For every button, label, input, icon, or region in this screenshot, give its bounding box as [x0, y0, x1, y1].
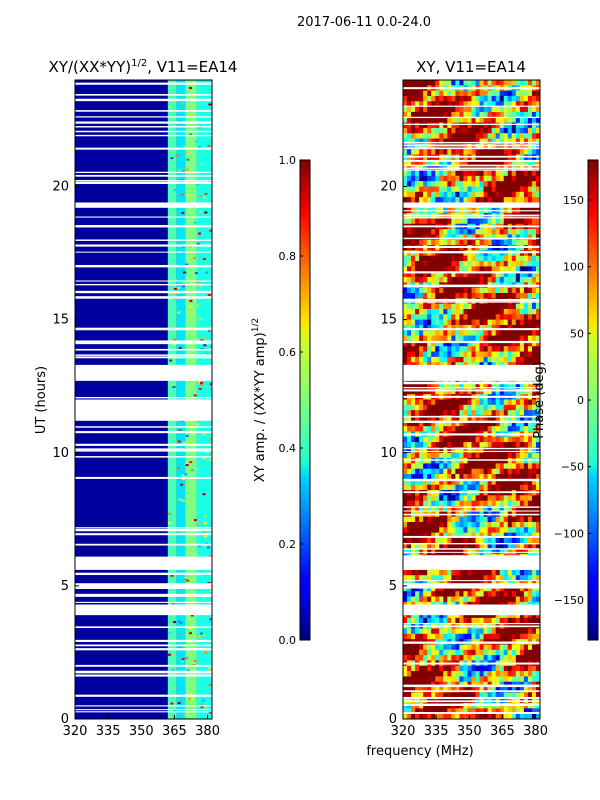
shared-xlabel: frequency (MHz): [366, 744, 473, 759]
amplitude-xtick-label-3: 365: [162, 724, 187, 739]
phase-cbtick-label-3: 0: [577, 394, 584, 407]
phase-xtick-label-3: 365: [490, 724, 515, 739]
amplitude-ytick-label-4: 20: [52, 180, 69, 195]
amplitude-colorbar-label-sup: 1/2: [251, 318, 261, 332]
amplitude-axes-frame: [74, 79, 213, 720]
amplitude-flagged-0: [75, 604, 212, 616]
amplitude-flagged-5: [75, 202, 212, 208]
phase-xtick-label-0: 320: [391, 724, 416, 739]
phase-flagged-4: [403, 202, 540, 208]
amplitude-panel: XY/(XX*YY)1/2, V11=EA14 320 335 350 365 380 0…: [34, 58, 237, 739]
amplitude-cbtick-label-0: 0.0: [279, 634, 297, 647]
amplitude-cbtick-label-3: 0.6: [279, 346, 297, 359]
phase-flagged-2: [403, 556, 540, 570]
amplitude-panel-title: XY/(XX*YY)1/2, V11=EA14: [49, 58, 238, 76]
phase-xtick-label-1: 335: [424, 724, 449, 739]
phase-panel-title: XY, V11=EA14: [416, 58, 526, 76]
phase-cbtick-label-4: −50: [561, 461, 584, 474]
amplitude-title-main: XY/(XX*YY): [49, 58, 132, 76]
amplitude-heatmap: [75, 80, 212, 719]
amplitude-xtick-label-2: 350: [129, 724, 154, 739]
amplitude-xtick-label-0: 320: [63, 724, 88, 739]
phase-cbtick-label-0: 150: [563, 194, 584, 207]
amplitude-colorbar-gradient: [299, 159, 311, 641]
phase-colorbar-label: Phase (deg): [532, 361, 547, 439]
phase-ytick-label-3: 15: [380, 313, 397, 328]
phase-colorbar: 150 100 50 0 −50 −100 −150 Phase (deg): [532, 159, 599, 641]
phase-cbtick-label-5: −100: [554, 527, 584, 540]
phase-heatmap: [403, 80, 540, 719]
amplitude-ticks: 320 335 350 365 380 0 5 10 15 20: [52, 180, 220, 740]
amplitude-colorbar-label: XY amp. / (XX*YY amp)1/2: [251, 318, 268, 482]
amplitude-title-tail: , V11=EA14: [147, 58, 237, 76]
phase-panel: XY, V11=EA14 320 335 350 365 380 0 5 10 15 20: [380, 58, 548, 739]
amplitude-cbtick-label-5: 1.0: [279, 154, 297, 167]
phase-cbtick-label-2: 50: [570, 327, 584, 340]
amplitude-ytick-label-2: 10: [52, 446, 69, 461]
amplitude-cbtick-label-2: 0.4: [279, 442, 297, 455]
amplitude-colorbar: 0.0 0.2 0.4 0.6 0.8 1.0 XY amp. / (XX*YY amp)…: [251, 154, 311, 647]
phase-flagged-3: [403, 364, 540, 381]
phase-ytick-label-2: 10: [380, 446, 397, 461]
phase-ytick-label-1: 5: [389, 579, 397, 594]
phase-ticks: 320 335 350 365 380 0 5 10 15 20: [380, 180, 548, 740]
amplitude-flagged-4: [75, 364, 212, 381]
amplitude-ytick-label-1: 5: [61, 579, 69, 594]
amplitude-cbtick-label-4: 0.8: [279, 250, 297, 263]
amplitude-xtick-label-1: 335: [96, 724, 121, 739]
amplitude-colorbar-ticks: 0.0 0.2 0.4 0.6 0.8 1.0: [279, 154, 303, 647]
amplitude-flagged-2: [75, 556, 212, 570]
amplitude-ytick-label-3: 15: [52, 313, 69, 328]
amplitude-ylabel: UT (hours): [34, 366, 49, 434]
phase-flagged-0: [403, 604, 540, 616]
amplitude-flagged-1: [75, 583, 212, 589]
phase-ytick-label-4: 20: [380, 180, 397, 195]
phase-ytick-label-0: 0: [389, 712, 397, 727]
amplitude-flagged-3: [75, 399, 212, 421]
amplitude-cbtick-label-1: 0.2: [279, 538, 297, 551]
amplitude-xtick-label-4: 380: [195, 724, 220, 739]
phase-colorbar-ticks: 150 100 50 0 −50 −100 −150: [554, 194, 591, 607]
phase-cbtick-label-6: −150: [554, 594, 584, 607]
phase-xtick-label-4: 380: [523, 724, 548, 739]
phase-cbtick-label-1: 100: [563, 261, 584, 274]
figure-suptitle: 2017-06-11 0.0-24.0: [297, 15, 431, 30]
amplitude-ytick-label-0: 0: [61, 712, 69, 727]
amplitude-colorbar-label-main: XY amp. / (XX*YY amp): [253, 332, 268, 482]
phase-xtick-label-2: 350: [457, 724, 482, 739]
phase-flagged-1: [403, 583, 540, 589]
amplitude-title-sup: 1/2: [131, 58, 147, 69]
phase-axes-frame: [402, 79, 541, 720]
